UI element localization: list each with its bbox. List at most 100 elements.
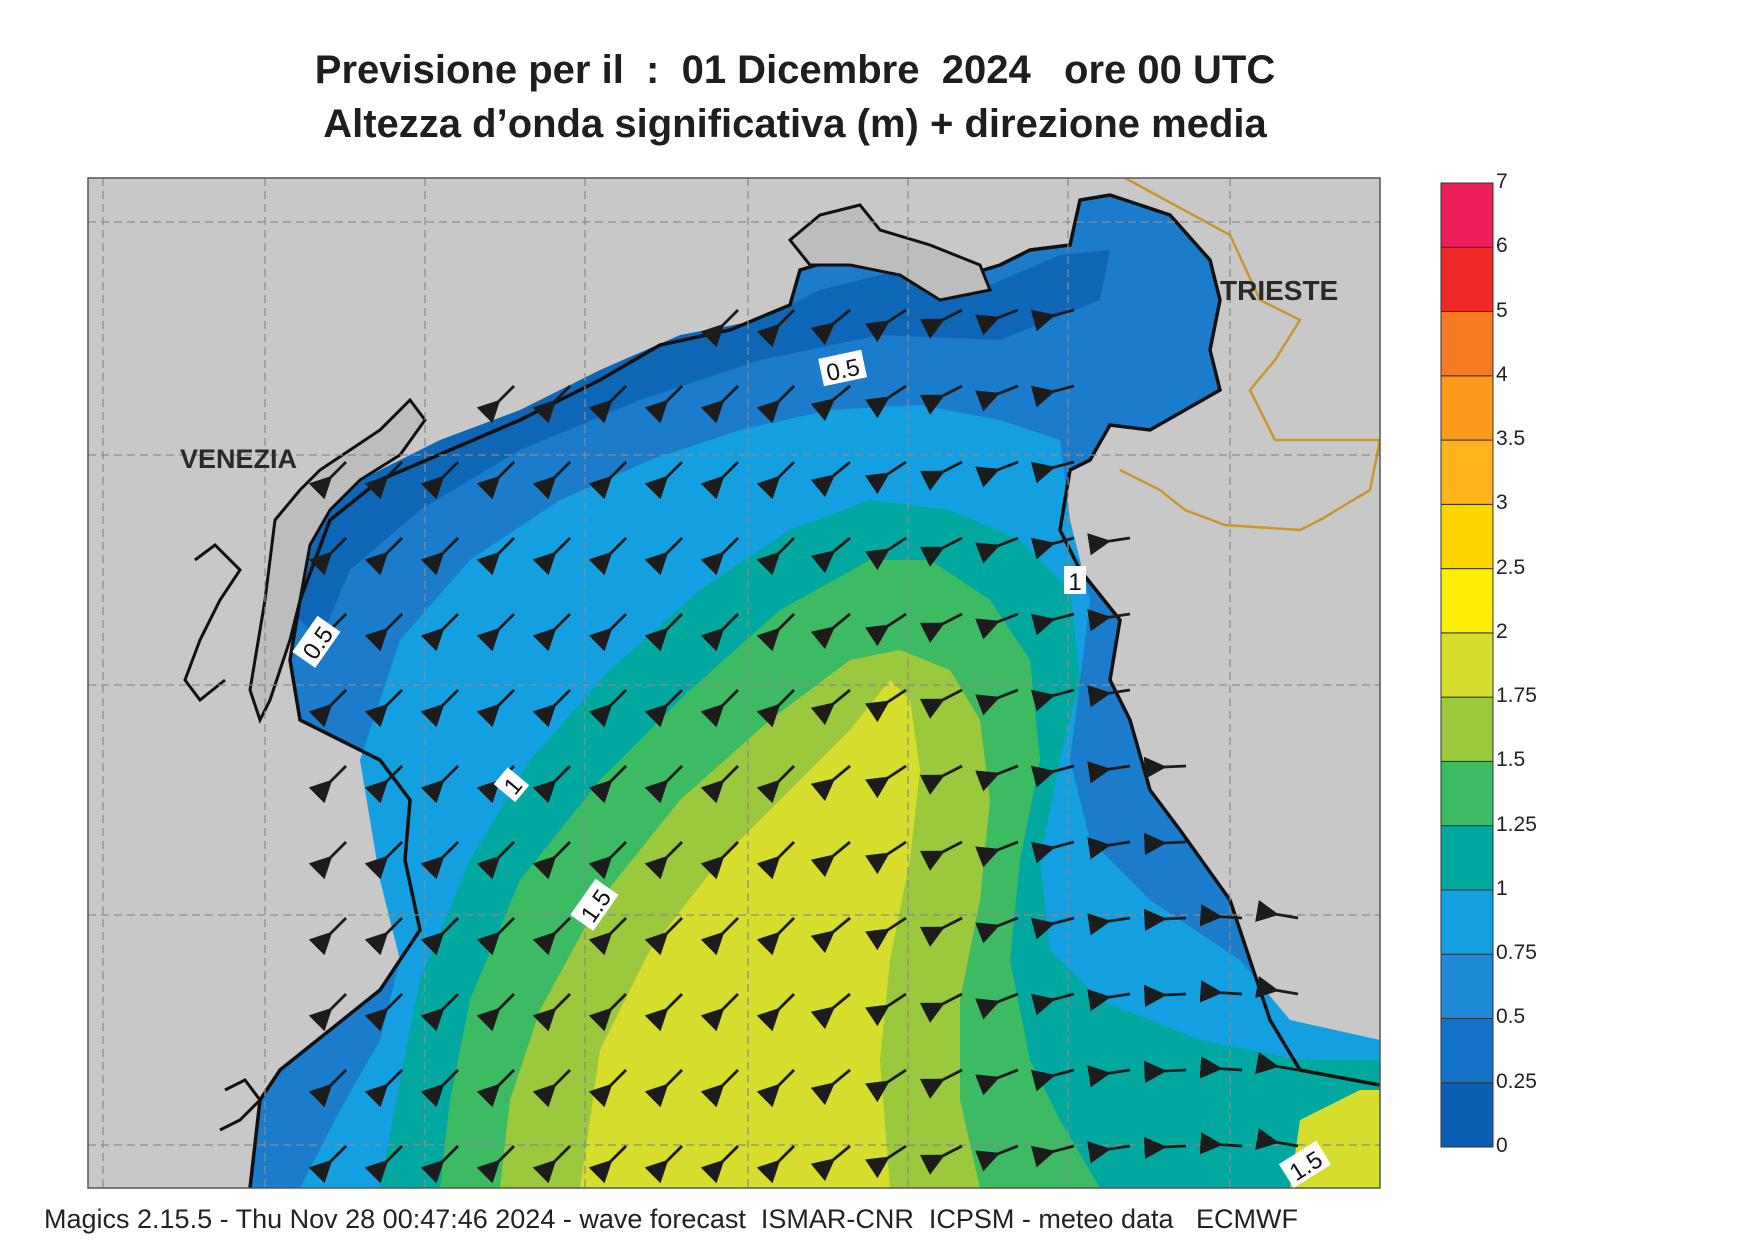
direction-arrow	[308, 461, 347, 500]
direction-arrow	[1087, 761, 1131, 784]
direction-arrow	[588, 765, 627, 804]
direction-arrow	[756, 309, 795, 348]
direction-arrow	[865, 308, 907, 343]
direction-arrow	[420, 537, 459, 576]
direction-arrow	[1199, 904, 1243, 927]
direction-arrow	[420, 841, 459, 880]
direction-arrow	[1030, 688, 1075, 712]
direction-arrow	[364, 537, 403, 576]
direction-arrow	[810, 612, 851, 650]
direction-arrow	[756, 917, 795, 956]
direction-arrow	[476, 993, 515, 1032]
direction-arrow	[919, 1144, 963, 1175]
legend-level-label: 6	[1496, 234, 1508, 258]
direction-arrow	[810, 536, 851, 574]
direction-arrow	[919, 1068, 963, 1099]
map-title-line1: Previsione per il : 01 Dicembre 2024 ore…	[314, 48, 1276, 92]
legend-swatch	[1440, 696, 1494, 762]
contour-label: 1	[1068, 569, 1081, 596]
direction-arrow	[588, 613, 627, 652]
direction-arrow	[1030, 1068, 1075, 1092]
direction-arrow	[588, 841, 627, 880]
direction-arrow	[1087, 609, 1131, 632]
direction-arrow	[1030, 916, 1075, 940]
legend-swatch	[1440, 825, 1494, 891]
direction-arrow	[1143, 984, 1187, 1008]
legend-swatch	[1440, 246, 1494, 313]
direction-arrow	[865, 612, 907, 647]
direction-arrow	[588, 461, 627, 500]
legend-level-label: 4	[1496, 362, 1508, 386]
direction-arrow	[476, 385, 515, 424]
direction-arrow	[975, 460, 1019, 488]
direction-arrow	[644, 537, 683, 576]
color-scale-legend	[1440, 182, 1494, 1148]
direction-arrow	[700, 1069, 739, 1108]
direction-arrow	[919, 992, 963, 1023]
direction-arrow	[865, 916, 907, 951]
direction-arrow	[588, 917, 627, 956]
direction-arrow	[532, 841, 571, 880]
direction-arrow	[1030, 308, 1075, 332]
direction-arrow	[1199, 1132, 1243, 1155]
direction-arrow	[588, 537, 627, 576]
direction-arrow	[476, 917, 515, 956]
direction-arrow	[810, 384, 851, 422]
direction-arrow	[975, 536, 1019, 564]
direction-arrow	[756, 993, 795, 1032]
footer-credit: Magics 2.15.5 - Thu Nov 28 00:47:46 2024…	[44, 1204, 1298, 1234]
direction-arrow	[644, 385, 683, 424]
direction-arrow	[810, 308, 851, 346]
direction-arrow	[1030, 460, 1075, 484]
direction-arrow	[975, 688, 1019, 716]
direction-arrow	[364, 1069, 403, 1108]
legend-level-label: 0.5	[1496, 1005, 1526, 1029]
direction-arrow	[756, 1069, 795, 1108]
direction-arrow	[532, 689, 571, 728]
direction-arrow	[476, 1069, 515, 1108]
direction-arrow	[865, 992, 907, 1027]
direction-arrow	[919, 612, 963, 643]
direction-arrow	[308, 689, 347, 728]
direction-arrow	[476, 689, 515, 728]
legend-swatch	[1440, 375, 1494, 441]
direction-arrow	[700, 765, 739, 804]
direction-arrow	[1199, 1056, 1243, 1079]
legend-swatch	[1440, 568, 1494, 634]
direction-arrow	[1143, 1060, 1187, 1084]
legend-swatch	[1440, 311, 1494, 377]
legend-swatch	[1440, 439, 1494, 505]
legend-level-label: 3	[1496, 491, 1508, 515]
direction-arrow	[865, 764, 907, 799]
direction-arrow	[1255, 975, 1299, 999]
direction-arrow	[364, 1145, 403, 1184]
legend-swatch	[1440, 953, 1494, 1019]
legend-level-label: 7	[1496, 170, 1508, 193]
direction-arrow	[1143, 908, 1187, 932]
direction-arrow	[420, 1145, 459, 1184]
direction-arrow	[308, 1069, 347, 1108]
direction-arrow	[1030, 992, 1075, 1016]
direction-arrow	[1087, 1141, 1131, 1164]
direction-arrow	[1143, 832, 1187, 856]
direction-arrow	[644, 461, 683, 500]
direction-arrow	[364, 613, 403, 652]
direction-arrow	[364, 765, 403, 804]
direction-arrow	[1087, 989, 1131, 1012]
direction-arrow	[1030, 612, 1075, 636]
direction-arrow	[644, 1069, 683, 1108]
direction-arrow	[364, 461, 403, 500]
direction-arrow	[476, 461, 515, 500]
direction-arrow	[975, 916, 1019, 944]
direction-arrow	[919, 840, 963, 871]
direction-arrow	[308, 765, 347, 804]
direction-arrow	[919, 916, 963, 947]
direction-arrow	[975, 992, 1019, 1020]
direction-arrow	[644, 993, 683, 1032]
legend-level-label: 1.75	[1496, 684, 1537, 708]
direction-arrow	[810, 460, 851, 498]
map-title-line2: Altezza d’onda significativa (m) + direz…	[323, 102, 1267, 146]
direction-arrow	[364, 917, 403, 956]
direction-arrow	[810, 1144, 851, 1182]
